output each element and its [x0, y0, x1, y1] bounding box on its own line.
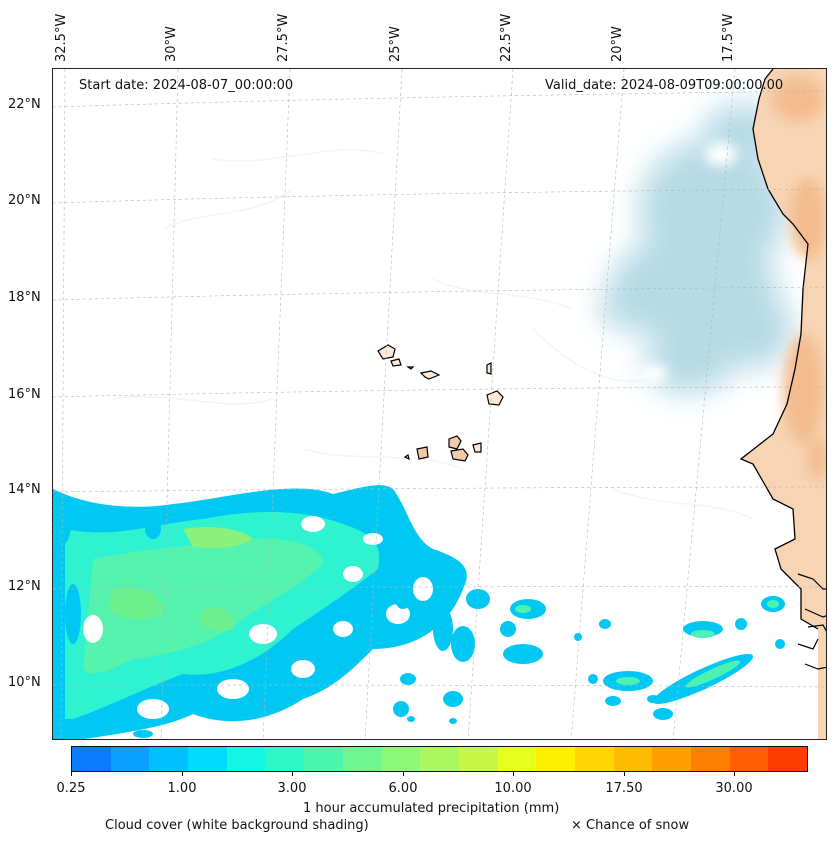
lat-label-16n: 16°N — [8, 387, 41, 402]
lon-label-27-5w: 27.5°W — [276, 13, 291, 62]
lat-label-14n: 14°N — [8, 482, 41, 497]
map-frame — [52, 68, 827, 740]
colorbar-swatch-10 — [458, 747, 498, 771]
precip-colorbar — [71, 746, 808, 772]
africa-land — [739, 69, 826, 739]
valid-date-label: Valid_date: 2024-08-09T09:00:00.00 — [545, 78, 784, 93]
lat-label-20n: 20°N — [8, 193, 41, 208]
lon-label-22-5w: 22.5°W — [499, 13, 514, 62]
colorbar-swatch-15 — [652, 747, 691, 771]
colorbar-swatch-2 — [149, 747, 189, 771]
colorbar-swatch-17 — [729, 747, 769, 771]
colorbar-swatch-14 — [613, 747, 653, 771]
precip-field — [53, 485, 785, 739]
cloud-cover-caption: Cloud cover (white background shading) — [105, 818, 369, 833]
cb-tick-label-5: 17.50 — [605, 781, 643, 796]
lon-label-25w: 25°W — [388, 26, 403, 62]
cb-tickmark-6 — [734, 772, 735, 776]
cb-tick-label-6: 30.00 — [715, 781, 753, 796]
colorbar-swatch-11 — [497, 747, 537, 771]
cloud-mass — [598, 104, 793, 394]
cb-tick-label-3: 6.00 — [388, 781, 418, 796]
colorbar-swatch-7 — [342, 747, 382, 771]
cb-tickmark-5 — [624, 772, 625, 776]
cloud-hole — [639, 142, 737, 384]
cb-tick-label-4: 10.00 — [494, 781, 532, 796]
lon-label-32-5w: 32.5°W — [54, 13, 69, 62]
lat-label-12n: 12°N — [8, 579, 41, 594]
cb-tickmark-2 — [292, 772, 293, 776]
cb-tickmark-0 — [71, 772, 72, 776]
colorbar-swatch-13 — [574, 747, 614, 771]
colorbar-swatch-18 — [768, 747, 808, 771]
colorbar-swatch-1 — [110, 747, 150, 771]
lon-label-17-5w: 17.5°W — [721, 13, 736, 62]
colorbar-swatch-4 — [226, 747, 266, 771]
lon-label-30w: 30°W — [164, 26, 179, 62]
lon-label-20w: 20°W — [610, 26, 625, 62]
colorbar-swatch-3 — [188, 747, 227, 771]
faint-cloud-streaks — [112, 148, 754, 520]
colorbar-swatch-6 — [304, 747, 343, 771]
colorbar-swatch-9 — [420, 747, 459, 771]
cb-tick-label-2: 3.00 — [277, 781, 307, 796]
cape-verde-islands — [377, 344, 504, 462]
map-canvas — [53, 69, 826, 739]
snow-caption: × Chance of snow — [571, 818, 690, 833]
colorbar-swatch-5 — [265, 747, 305, 771]
colorbar-swatch-0 — [72, 747, 111, 771]
colorbar-swatch-12 — [536, 747, 575, 771]
colorbar-swatch-16 — [691, 747, 730, 771]
start-date-label: Start date: 2024-08-07_00:00:00 — [79, 78, 294, 93]
lat-label-22n: 22°N — [8, 97, 41, 112]
gridlines — [53, 69, 826, 739]
lat-label-10n: 10°N — [8, 675, 41, 690]
cb-tick-label-0: 0.25 — [56, 781, 86, 796]
colorbar-label: 1 hour accumulated precipitation (mm) — [303, 801, 560, 816]
cb-tickmark-1 — [182, 772, 183, 776]
cb-tickmark-4 — [513, 772, 514, 776]
lat-label-18n: 18°N — [8, 290, 41, 305]
colorbar-swatch-8 — [381, 747, 421, 771]
cb-tickmark-3 — [403, 772, 404, 776]
cb-tick-label-1: 1.00 — [167, 781, 197, 796]
